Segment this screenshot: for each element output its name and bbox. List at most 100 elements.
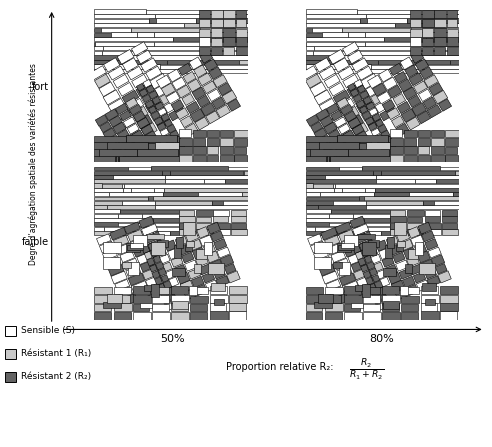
Polygon shape xyxy=(310,82,326,97)
Polygon shape xyxy=(95,115,108,126)
Bar xyxy=(431,130,444,137)
Polygon shape xyxy=(136,83,145,91)
Polygon shape xyxy=(148,242,156,251)
Bar xyxy=(94,312,111,320)
Polygon shape xyxy=(352,224,369,236)
Bar xyxy=(385,245,393,258)
Polygon shape xyxy=(321,228,338,240)
Polygon shape xyxy=(366,115,382,129)
Polygon shape xyxy=(366,82,383,97)
Polygon shape xyxy=(204,59,217,72)
Polygon shape xyxy=(151,249,159,257)
Polygon shape xyxy=(306,74,321,88)
Bar xyxy=(152,287,169,294)
Polygon shape xyxy=(338,98,355,113)
Bar xyxy=(94,9,146,13)
Polygon shape xyxy=(319,98,336,113)
Bar xyxy=(447,19,458,27)
Bar xyxy=(225,179,248,183)
Bar xyxy=(361,18,368,23)
Bar xyxy=(163,192,198,196)
Bar xyxy=(229,295,247,303)
Polygon shape xyxy=(114,236,129,247)
Polygon shape xyxy=(89,66,106,80)
Polygon shape xyxy=(380,107,397,121)
Bar xyxy=(455,171,459,175)
Bar xyxy=(425,216,439,222)
Bar xyxy=(133,295,151,303)
Bar xyxy=(155,205,248,209)
Bar xyxy=(384,37,426,41)
Polygon shape xyxy=(99,122,112,133)
Polygon shape xyxy=(368,75,382,89)
Bar xyxy=(126,243,140,252)
Polygon shape xyxy=(356,131,368,142)
Bar xyxy=(135,69,248,73)
Polygon shape xyxy=(118,129,129,140)
Bar xyxy=(329,223,390,227)
Bar xyxy=(234,138,247,146)
Bar xyxy=(223,29,235,37)
Bar xyxy=(388,136,390,142)
Bar xyxy=(178,150,179,156)
Polygon shape xyxy=(387,108,400,120)
Polygon shape xyxy=(210,259,222,271)
Polygon shape xyxy=(217,247,230,258)
Bar xyxy=(410,29,422,37)
Polygon shape xyxy=(190,109,205,122)
Bar xyxy=(107,294,122,303)
Polygon shape xyxy=(365,254,381,266)
Bar xyxy=(348,32,365,37)
Bar xyxy=(196,18,248,23)
Polygon shape xyxy=(385,265,398,275)
Polygon shape xyxy=(377,91,391,104)
Polygon shape xyxy=(318,135,331,146)
Polygon shape xyxy=(423,97,436,110)
Polygon shape xyxy=(148,137,161,149)
Bar xyxy=(422,38,433,46)
Bar xyxy=(407,223,423,228)
Bar xyxy=(410,47,421,55)
Polygon shape xyxy=(345,136,359,148)
Bar xyxy=(398,241,405,247)
Bar xyxy=(363,287,380,294)
Polygon shape xyxy=(222,90,237,104)
Bar xyxy=(422,29,433,37)
Polygon shape xyxy=(335,117,346,128)
Bar xyxy=(155,143,179,149)
Bar xyxy=(94,295,111,303)
Text: Sensible (S): Sensible (S) xyxy=(21,326,75,335)
Polygon shape xyxy=(360,106,368,114)
Polygon shape xyxy=(153,255,161,263)
Polygon shape xyxy=(326,148,338,160)
Bar xyxy=(421,286,438,294)
Bar xyxy=(234,130,247,137)
Bar xyxy=(306,135,337,142)
Bar xyxy=(445,147,458,154)
Bar xyxy=(447,47,459,55)
Polygon shape xyxy=(314,128,327,139)
Bar xyxy=(363,312,381,320)
Bar xyxy=(363,295,380,303)
Polygon shape xyxy=(370,90,387,105)
Bar xyxy=(133,235,147,246)
Polygon shape xyxy=(395,289,407,300)
Polygon shape xyxy=(348,118,361,129)
Bar xyxy=(171,312,189,320)
Bar xyxy=(94,287,112,294)
Polygon shape xyxy=(372,275,380,283)
Polygon shape xyxy=(409,73,423,86)
Bar xyxy=(179,210,194,215)
Polygon shape xyxy=(408,227,420,238)
Bar xyxy=(306,205,318,209)
Bar xyxy=(306,218,365,222)
Bar xyxy=(344,312,362,320)
Polygon shape xyxy=(160,270,176,281)
Bar xyxy=(146,234,164,239)
Bar xyxy=(114,287,131,294)
Polygon shape xyxy=(127,131,144,145)
Polygon shape xyxy=(420,67,433,80)
Polygon shape xyxy=(377,139,386,148)
Polygon shape xyxy=(352,123,369,137)
Bar xyxy=(172,301,188,309)
